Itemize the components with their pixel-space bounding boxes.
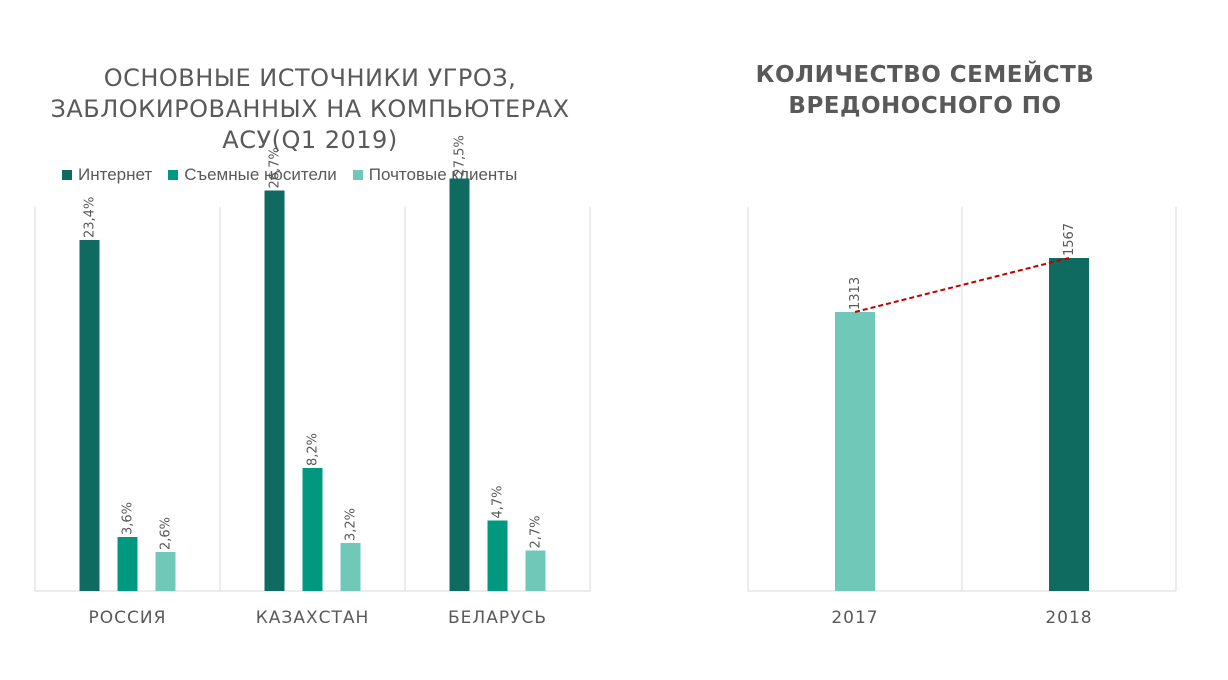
left-chart-data-label: 23,4% (83, 197, 98, 238)
left-chart-category-label: КАЗАХСТАН (256, 608, 370, 628)
left-chart-bar (302, 468, 323, 591)
legend-label-internet: Интернет (78, 165, 153, 184)
right-chart-title: КОЛИЧЕСТВО СЕМЕЙСТВ ВРЕДОНОСНОГО ПО (755, 62, 1095, 119)
left-chart-bar (340, 543, 361, 591)
left-chart-bar (155, 552, 176, 591)
left-chart-bar (264, 190, 285, 591)
left-chart-data-label: 3,2% (344, 508, 359, 541)
legend-swatch-internet (62, 170, 72, 180)
left-chart-data-label: 4,7% (491, 485, 506, 518)
left-chart-bar (117, 537, 138, 591)
legend-swatch-removable (168, 170, 179, 180)
legend-label-mail: Почтовые клиенты (368, 165, 518, 184)
left-chart-bar (79, 240, 100, 591)
left-chart-data-label: 3,6% (121, 502, 136, 535)
right-chart-trendline (854, 257, 1070, 313)
left-chart-data-label: 8,2% (306, 433, 321, 466)
left-chart-bar (487, 520, 508, 591)
left-chart-bar (525, 550, 546, 591)
left-chart-category-label: РОССИЯ (89, 608, 167, 628)
right-chart-data-label: 1567 (1062, 223, 1077, 256)
right-chart-category-label: 2018 (1045, 608, 1092, 628)
left-chart-category-label: БЕЛАРУСЬ (448, 608, 547, 628)
legend-item-mail: Почтовые клиенты (352, 165, 518, 185)
right-chart-category-label: 2017 (831, 608, 878, 628)
legend-item-internet: Интернет (62, 165, 152, 185)
legend-swatch-mail (352, 170, 363, 180)
left-chart-data-label: 2,7% (529, 515, 544, 548)
legend-label-removable: Съемные носители (184, 165, 337, 184)
left-chart-bar (449, 178, 470, 591)
right-chart-bar (1049, 258, 1089, 591)
left-chart-legend: Интернет Съемные носители Почтовые клиен… (62, 165, 517, 185)
left-chart-title: ОСНОВНЫЕ ИСТОЧНИКИ УГРОЗ, ЗАБЛОКИРОВАННЫ… (50, 64, 570, 154)
left-chart-data-label: 2,6% (159, 517, 174, 550)
right-chart-bar (835, 311, 875, 591)
right-chart-data-label: 1313 (848, 277, 863, 310)
left-chart-data-label: 27,5% (453, 135, 468, 176)
legend-item-removable: Съемные носители (168, 165, 337, 185)
left-chart-data-label: 26,7% (268, 147, 283, 188)
